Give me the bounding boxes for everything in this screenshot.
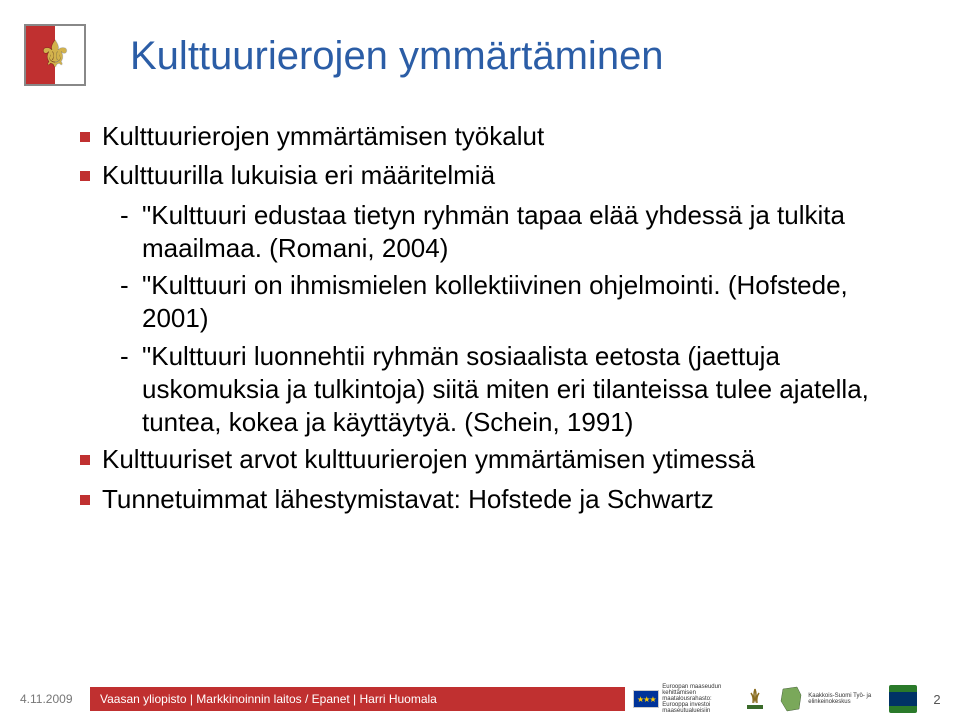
eu-caption: Euroopan maaseudun kehittämisen maatalou…: [662, 684, 732, 714]
eu-logo: ★★★ Euroopan maaseudun kehittämisen maat…: [633, 683, 732, 715]
bullet-definitions: Kulttuurilla lukuisia eri määritelmiä: [80, 159, 899, 192]
agri-logo: [743, 683, 767, 715]
footer-attribution: Vaasan yliopisto | Markkinoinnin laitos …: [100, 692, 437, 706]
bullet-def-romani: "Kulttuuri edustaa tietyn ryhmän tapaa e…: [80, 199, 899, 266]
bullet-def-hofstede: "Kulttuuri on ihmismielen kollektiivinen…: [80, 269, 899, 336]
region-logo: Kaakkois-Suomi Työ- ja elinkeinokeskus: [777, 683, 878, 715]
shield-icon: ⚜: [24, 24, 86, 86]
footer-date: 4.11.2009: [20, 692, 90, 706]
grain-icon: [743, 687, 767, 711]
bullet-values: Kulttuuriset arvot kulttuurierojen ymmär…: [80, 443, 899, 476]
institution-logo: ⚜: [24, 24, 86, 86]
region-caption: Kaakkois-Suomi Työ- ja elinkeinokeskus: [808, 693, 878, 705]
wheat-icon: ⚜: [26, 26, 84, 84]
bullet-approaches: Tunnetuimmat lähestymistavat: Hofstede j…: [80, 483, 899, 516]
te-logo: [889, 683, 917, 715]
content-area: Kulttuurierojen ymmärtämisen työkalut Ku…: [80, 120, 899, 522]
slide-title: Kulttuurierojen ymmärtäminen: [130, 34, 664, 79]
slide: ⚜ Kulttuurierojen ymmärtäminen Kulttuuri…: [0, 0, 959, 720]
bullet-def-schein: "Kulttuuri luonnehtii ryhmän sosiaalista…: [80, 340, 899, 440]
map-icon: [777, 685, 805, 713]
footer-bar: Vaasan yliopisto | Markkinoinnin laitos …: [90, 687, 625, 711]
footer-logos: ★★★ Euroopan maaseudun kehittämisen maat…: [625, 678, 925, 720]
te-icon: [889, 685, 917, 713]
footer: 4.11.2009 Vaasan yliopisto | Markkinoinn…: [0, 678, 959, 720]
eu-flag-icon: ★★★: [633, 690, 659, 708]
page-number: 2: [925, 692, 949, 707]
bullet-tools: Kulttuurierojen ymmärtämisen työkalut: [80, 120, 899, 153]
